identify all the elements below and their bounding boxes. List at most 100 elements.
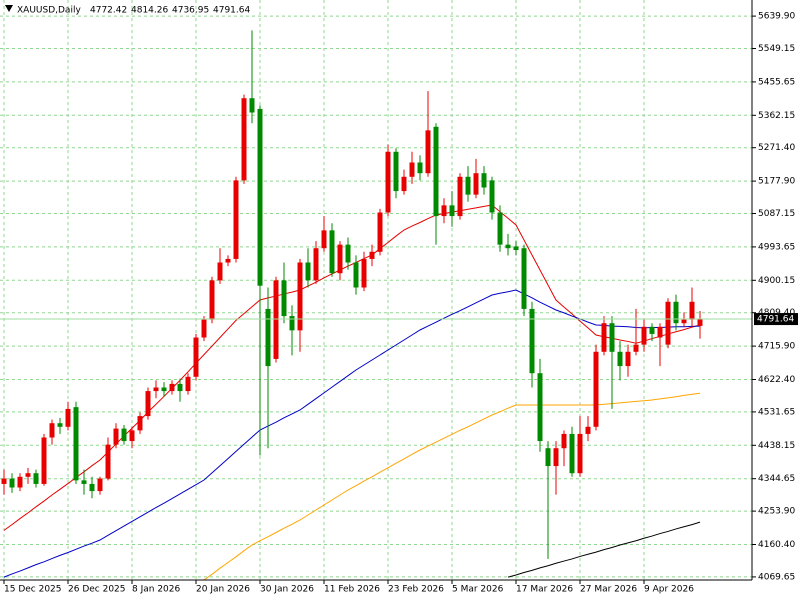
ohlc-low: 4736.95 bbox=[172, 6, 209, 16]
candle-body bbox=[425, 130, 431, 174]
candle-body bbox=[121, 428, 127, 442]
axis: 5639.90 5549.15 5455.65 5362.15 5271.40 5177.… bbox=[3, 12, 795, 595]
candle-body bbox=[89, 483, 95, 492]
y-tick-label: 4900.15 bbox=[758, 276, 795, 286]
x-tick-label: 5 Mar 2026 bbox=[452, 585, 504, 595]
candle-body bbox=[73, 407, 79, 481]
candle-body bbox=[345, 244, 351, 263]
candle-body bbox=[665, 301, 671, 345]
candle-body bbox=[265, 308, 271, 367]
candle-body bbox=[529, 308, 535, 374]
candle-body bbox=[81, 480, 87, 484]
candle-body bbox=[273, 280, 279, 359]
candle-body bbox=[505, 244, 511, 249]
candle-body bbox=[1, 478, 7, 484]
y-tick-label: 5549.15 bbox=[758, 44, 795, 54]
candle-body bbox=[465, 176, 471, 195]
candle-body bbox=[321, 230, 327, 249]
candle-body bbox=[17, 476, 23, 488]
candle-body bbox=[105, 444, 111, 479]
candle-body bbox=[489, 180, 495, 213]
candle-body bbox=[641, 326, 647, 345]
symbol-icon bbox=[5, 5, 13, 12]
candle-body bbox=[217, 262, 223, 281]
candle-body bbox=[569, 433, 575, 474]
candle-body bbox=[9, 478, 15, 488]
candle-body bbox=[257, 108, 263, 286]
candle-body bbox=[41, 437, 47, 484]
x-tick-label: 20 Jan 2026 bbox=[196, 585, 250, 595]
candle-body bbox=[633, 344, 639, 352]
candle-body bbox=[153, 387, 159, 392]
moving-average-line bbox=[3, 204, 701, 531]
y-tick-label: 4253.90 bbox=[758, 507, 795, 517]
x-tick-label: 30 Jan 2026 bbox=[260, 585, 314, 595]
candle-body bbox=[137, 416, 143, 431]
candle-body bbox=[249, 98, 255, 113]
candle-body bbox=[233, 180, 239, 259]
candle-body bbox=[25, 473, 31, 477]
x-tick-label: 26 Dec 2025 bbox=[68, 585, 126, 595]
moving-average-line bbox=[3, 289, 701, 578]
y-tick-label: 5087.15 bbox=[758, 209, 795, 219]
marks bbox=[0, 30, 752, 581]
candle-body bbox=[561, 433, 567, 449]
x-tick-label: 15 Dec 2025 bbox=[4, 585, 62, 595]
y-tick-label: 4344.65 bbox=[758, 474, 795, 484]
candle-body bbox=[553, 448, 559, 467]
candle-body bbox=[657, 326, 663, 338]
candle-body bbox=[473, 173, 479, 195]
y-tick-label: 4622.40 bbox=[758, 375, 795, 385]
candle-body bbox=[185, 376, 191, 392]
candle-body bbox=[481, 173, 487, 188]
candle-body bbox=[337, 244, 343, 274]
candle-body bbox=[521, 248, 527, 309]
candle-body bbox=[393, 151, 399, 192]
candle-body bbox=[441, 205, 447, 217]
candle-body bbox=[305, 262, 311, 281]
candle-body bbox=[209, 280, 215, 320]
x-tick-label: 27 Mar 2026 bbox=[580, 585, 637, 595]
grid bbox=[0, 0, 752, 580]
candle-body bbox=[681, 319, 687, 324]
y-tick-label: 5455.65 bbox=[758, 77, 795, 87]
candle-body bbox=[497, 212, 503, 245]
candle-body bbox=[617, 351, 623, 367]
candle-body bbox=[577, 433, 583, 474]
candle-body bbox=[57, 423, 63, 427]
x-tick-label: 17 Mar 2026 bbox=[516, 585, 573, 595]
candle-body bbox=[417, 162, 423, 174]
x-tick-label: 11 Feb 2026 bbox=[324, 585, 380, 595]
y-tick-label: 5271.40 bbox=[758, 143, 795, 153]
y-tick-label: 4160.40 bbox=[758, 540, 795, 550]
ohlc-high: 4814.26 bbox=[131, 6, 168, 16]
candle-body bbox=[33, 473, 39, 484]
candle-body bbox=[129, 430, 135, 442]
candle-body bbox=[177, 383, 183, 392]
y-tick-label: 5639.90 bbox=[758, 12, 795, 22]
candle-body bbox=[697, 319, 703, 326]
symbol: XAUUSD,Daily bbox=[17, 6, 81, 16]
y-tick-label: 4438.15 bbox=[758, 441, 795, 451]
x-tick-label: 23 Feb 2026 bbox=[388, 585, 444, 595]
candle-body bbox=[97, 478, 103, 492]
y-tick-label: 5362.15 bbox=[758, 111, 795, 121]
candle-body bbox=[409, 162, 415, 177]
candle-body bbox=[601, 323, 607, 352]
y-tick-label: 4069.65 bbox=[758, 572, 795, 582]
x-tick-label: 9 Apr 2026 bbox=[644, 585, 694, 595]
ohlc-close: 4791.64 bbox=[213, 6, 250, 16]
candle-body bbox=[49, 423, 55, 438]
candle-body bbox=[433, 126, 439, 217]
candle-body bbox=[241, 98, 247, 181]
y-tick-label: 4993.65 bbox=[758, 242, 795, 252]
candle-body bbox=[225, 258, 231, 263]
candle-body bbox=[161, 387, 167, 392]
candle-body bbox=[169, 383, 175, 392]
candle-body bbox=[609, 323, 615, 352]
candle-body bbox=[369, 251, 375, 259]
price-label: 4791.64 bbox=[757, 315, 794, 325]
candle-body bbox=[289, 316, 295, 331]
candle-body bbox=[329, 230, 335, 274]
